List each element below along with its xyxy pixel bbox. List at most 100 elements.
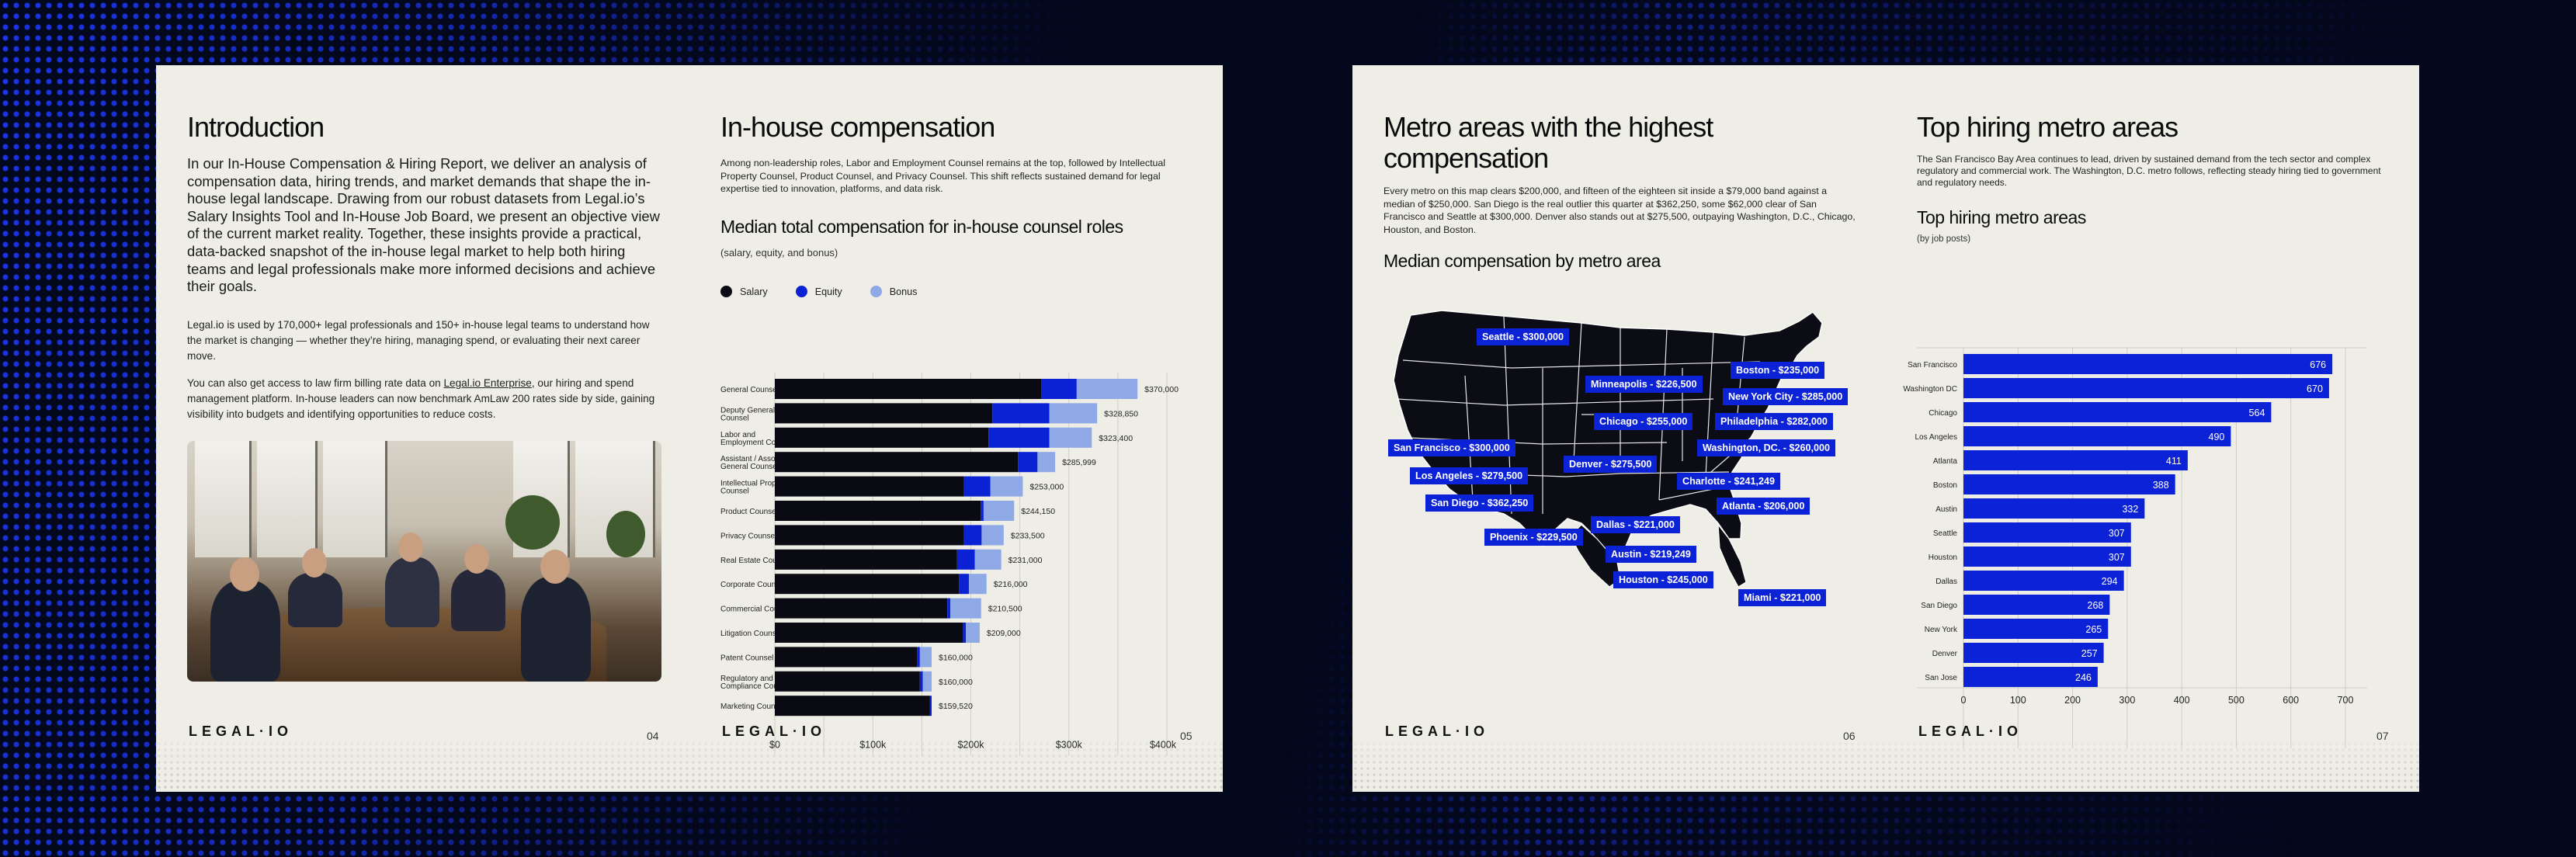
category-label: Real Estate Counsel [720, 557, 791, 565]
total-label: $244,150 [1021, 507, 1055, 516]
bar-bonus [968, 574, 987, 595]
value-label: 265 [2085, 624, 2102, 635]
hiring-bar-chart: San Francisco 676 Washington DC 670 Chicago 5… [1903, 347, 2367, 748]
value-label: 257 [2081, 648, 2098, 659]
map-city-label: Los Angeles - $279,500 [1410, 467, 1529, 484]
x-tick-label: 100 [2010, 695, 2026, 706]
meeting-photo [187, 441, 661, 682]
x-tick-label: $300k [1056, 740, 1083, 751]
value-label: 564 [2249, 408, 2265, 418]
value-label: 307 [2109, 552, 2125, 563]
value-label: 268 [2088, 600, 2104, 611]
bar-salary [775, 525, 964, 546]
report-spread-1: Introduction In our In-House Compensatio… [156, 65, 1223, 792]
map-city-label: San Diego - $362,250 [1425, 494, 1534, 512]
page-title: Metro areas with the highest compensatio… [1383, 111, 1713, 174]
bar-equity [947, 598, 950, 619]
legal-io-logo: LEGAL·IO [189, 723, 293, 739]
total-label: $209,000 [987, 629, 1021, 638]
category-label: Denver [1932, 650, 1958, 658]
x-tick-label: 300 [2119, 695, 2135, 706]
bar-equity [917, 647, 920, 668]
category-label: Boston [1933, 481, 1957, 490]
salary-swatch [720, 286, 732, 297]
bar-bonus [1049, 403, 1098, 424]
bar-bonus [966, 623, 980, 643]
bar-equity [929, 696, 932, 716]
category-label: Assistant / Associate [720, 455, 792, 463]
intro-lead-paragraph: In our In-House Compensation & Hiring Re… [187, 155, 660, 295]
value-label: 332 [2122, 504, 2138, 515]
x-tick-label: 600 [2283, 695, 2299, 706]
map-city-label: Boston - $235,000 [1731, 362, 1825, 379]
category-label: San Diego [1921, 602, 1957, 610]
bar-salary [775, 574, 960, 595]
legend-item-equity: Equity [795, 286, 842, 297]
category-label: San Francisco [1908, 361, 1957, 370]
bar [1963, 450, 2188, 470]
chart-title: Median total compensation for in-house c… [720, 217, 1123, 237]
page-inhouse-compensation: In-house compensation Among non-leadersh… [689, 65, 1223, 792]
report-spread-2: Metro areas with the highest compensatio… [1352, 65, 2419, 792]
bar-equity [959, 574, 969, 595]
total-label: $160,000 [939, 653, 973, 662]
x-tick-label: 700 [2338, 695, 2354, 706]
chart-legend: Salary Equity Bonus [720, 286, 917, 297]
category-label: Corporate Counsel [720, 581, 786, 589]
bar [1963, 571, 2124, 591]
bar-salary [775, 696, 930, 716]
x-tick-label: $100k [859, 740, 887, 751]
legend-item-salary: Salary [720, 286, 768, 297]
bar-equity [963, 476, 991, 497]
value-label: 388 [2153, 480, 2169, 491]
category-label: Commercial Counsel [720, 605, 793, 614]
category-label: General Counsel [720, 463, 779, 471]
category-label: Regulatory and [720, 675, 773, 683]
category-label: Labor and [720, 431, 755, 439]
bar-salary [775, 671, 920, 692]
intro-enterprise-paragraph: You can also get access to law firm bill… [187, 377, 655, 420]
bar-bonus [919, 647, 932, 668]
bar-salary [775, 403, 993, 424]
map-city-label: Phoenix - $229,500 [1484, 529, 1583, 546]
bar [1963, 498, 2145, 519]
bar-salary [775, 549, 957, 570]
category-label: New York [1925, 626, 1958, 634]
x-tick-label: $0 [769, 740, 780, 751]
category-label: General Counsel [720, 386, 779, 394]
bar-bonus [1049, 427, 1092, 448]
legal-io-logo: LEGAL·IO [1918, 723, 2022, 739]
bar-salary [775, 598, 948, 619]
bar [1963, 378, 2329, 398]
bar-bonus [1037, 452, 1056, 473]
x-tick-label: 200 [2064, 695, 2081, 706]
category-label: Employment Counsel [720, 439, 794, 447]
legal-io-logo: LEGAL·IO [1385, 723, 1489, 739]
category-label: Chicago [1929, 409, 1957, 418]
total-label: $159,520 [939, 702, 973, 711]
value-label: 294 [2102, 576, 2118, 587]
category-label: Dallas [1935, 578, 1957, 586]
bar-equity [981, 501, 984, 521]
bar [1963, 426, 2231, 446]
total-label: $328,850 [1104, 409, 1138, 418]
bar-bonus [950, 598, 981, 619]
bar-equity [963, 623, 967, 643]
total-label: $216,000 [994, 580, 1028, 589]
x-tick-label: 0 [1961, 695, 1967, 706]
value-label: 676 [2310, 359, 2326, 370]
map-city-label: Atlanta - $206,000 [1717, 498, 1810, 515]
intro-usage-paragraph: Legal.io is used by 170,000+ legal profe… [187, 319, 650, 362]
legal-io-enterprise-link[interactable]: Legal.io Enterprise [443, 377, 532, 389]
bar [1963, 643, 2104, 663]
bar [1963, 402, 2272, 422]
bar-equity [988, 427, 1050, 448]
bar-equity [992, 403, 1050, 424]
category-label: Los Angeles [1915, 433, 1958, 442]
map-city-label: San Francisco - $300,000 [1388, 439, 1515, 456]
total-label: $210,500 [988, 605, 1022, 614]
total-label: $231,000 [1009, 556, 1043, 565]
map-city-label: New York City - $285,000 [1723, 388, 1849, 405]
equity-swatch [795, 286, 807, 297]
